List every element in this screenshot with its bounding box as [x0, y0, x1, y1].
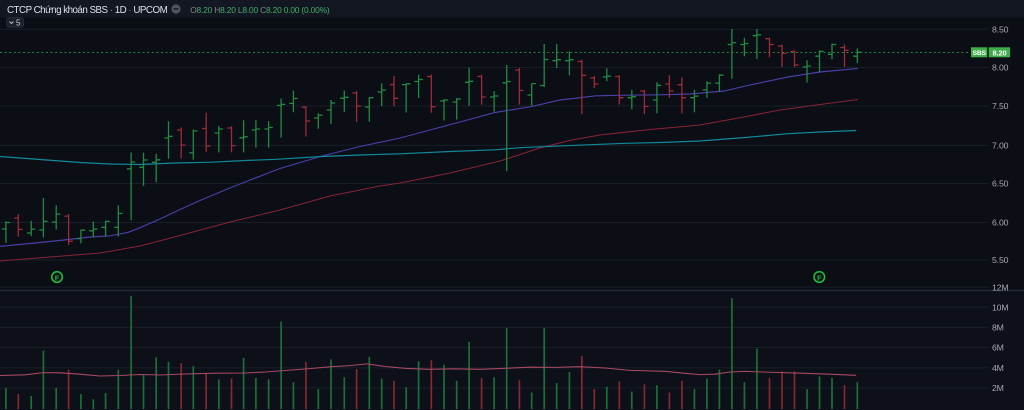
- svg-text:2M: 2M: [992, 383, 1004, 393]
- svg-text:CTCP Chứng khoán SBS · 1D · UP: CTCP Chứng khoán SBS · 1D · UPCOM: [7, 5, 168, 16]
- svg-text:8.00: 8.00: [992, 63, 1009, 73]
- svg-text:5.50: 5.50: [992, 255, 1009, 265]
- svg-text:6M: 6M: [992, 343, 1004, 353]
- svg-text:F: F: [55, 273, 60, 282]
- svg-text:4M: 4M: [992, 363, 1004, 373]
- svg-text:7.00: 7.00: [992, 141, 1009, 151]
- svg-text:F: F: [817, 273, 822, 282]
- svg-text:5: 5: [16, 18, 21, 27]
- svg-text:12M: 12M: [992, 282, 1008, 292]
- svg-text:6.00: 6.00: [992, 218, 1009, 228]
- svg-text:7.50: 7.50: [992, 101, 1009, 111]
- svg-text:SBS: SBS: [973, 50, 987, 57]
- svg-text:8.20: 8.20: [993, 48, 1007, 57]
- svg-text:6.50: 6.50: [992, 179, 1009, 189]
- svg-text:8M: 8M: [992, 323, 1004, 333]
- svg-text:8.50: 8.50: [992, 25, 1009, 35]
- svg-text:10M: 10M: [992, 302, 1008, 312]
- svg-text:O8.20 H8.20 L8.00 C8.20 0.00 (: O8.20 H8.20 L8.00 C8.20 0.00 (0.00%): [190, 5, 330, 15]
